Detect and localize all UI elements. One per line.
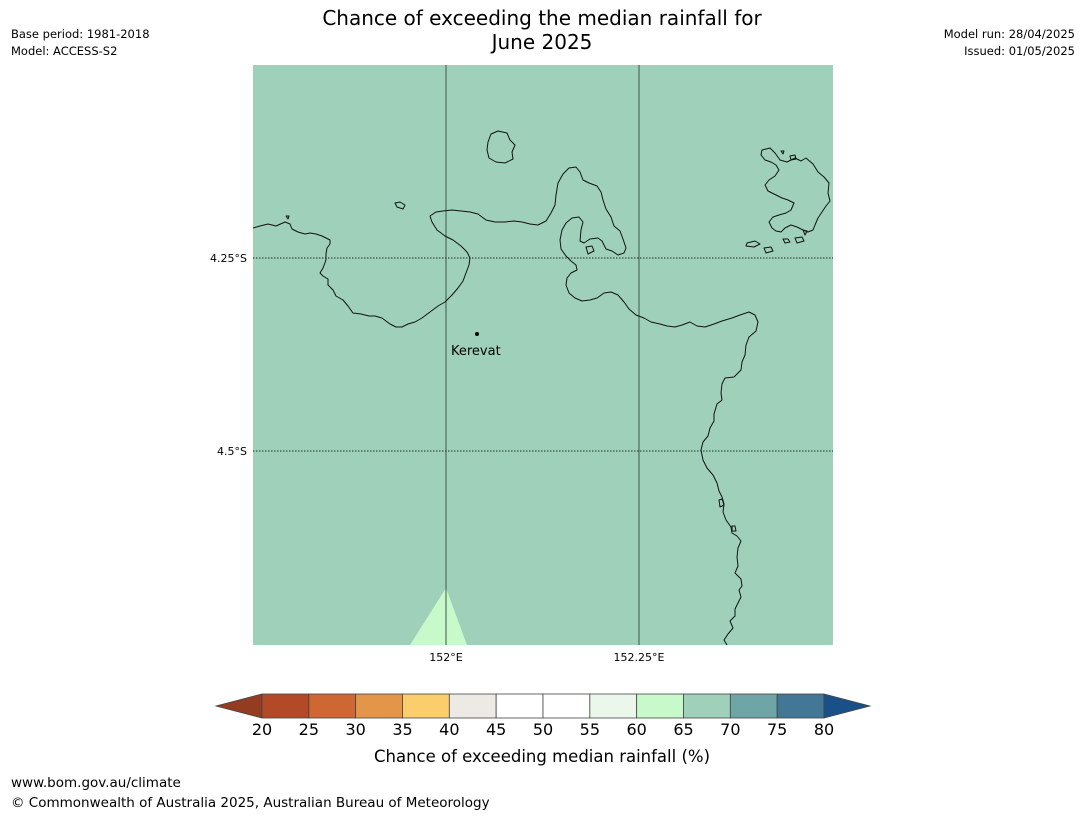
colorbar-segment — [589, 693, 638, 719]
coastline-main — [252, 166, 759, 646]
colorbar-tick-label: 75 — [767, 720, 787, 739]
colorbar-tick-label: 65 — [673, 720, 693, 739]
colorbar-segment — [355, 693, 403, 719]
islet-east-6 — [789, 154, 797, 161]
colorbar-tick-label: 45 — [486, 720, 506, 739]
island-northeast — [760, 147, 831, 233]
lon-label-152-25: 152.25°E — [614, 651, 665, 664]
kerevat-label: Kerevat — [451, 344, 501, 359]
lon-label-152: 152°E — [429, 651, 462, 664]
model-run: Model run: 28/04/2025 — [943, 27, 1075, 41]
colorbar-tick-label: 40 — [439, 720, 459, 739]
colorbar-segment — [261, 693, 310, 719]
meta-right: Model run: 28/04/2025 Issued: 01/05/2025 — [944, 26, 1075, 60]
coastline — [252, 130, 831, 646]
title-line-2: June 2025 — [491, 30, 593, 54]
colorbar-segment — [308, 693, 357, 719]
title-line-1: Chance of exceeding the median rainfall … — [322, 6, 762, 30]
colorbar-tick-label: 55 — [580, 720, 600, 739]
issued-date: Issued: 01/05/2025 — [964, 44, 1075, 58]
colorbar-tick-label: 35 — [392, 720, 412, 739]
islet-east-1 — [745, 240, 761, 248]
kerevat-marker — [475, 332, 479, 336]
colorbar-tick-label: 25 — [299, 720, 319, 739]
islet-east-4 — [794, 236, 805, 244]
island-north — [486, 130, 516, 164]
colorbar-segment — [495, 693, 544, 719]
colorbar-tick-label: 20 — [252, 720, 272, 739]
colorbar-extend-high — [823, 693, 872, 719]
map-background — [253, 65, 833, 645]
colorbar-tick-label: 70 — [720, 720, 740, 739]
colorbar-segment — [448, 693, 497, 719]
lat-label-4-5: 4.5°S — [217, 445, 247, 458]
model-name: Model: ACCESS-S2 — [11, 44, 118, 58]
footer-copyright: © Commonwealth of Australia 2025, Austra… — [11, 795, 490, 811]
colorbar-label: Chance of exceeding median rainfall (%) — [374, 747, 710, 766]
island-small-west — [394, 201, 406, 210]
footer-url: www.bom.gov.au/climate — [11, 775, 181, 791]
islet-east-3 — [782, 238, 791, 244]
colorbar-tick-label: 80 — [814, 720, 834, 739]
colorbar-segment — [636, 693, 684, 719]
lat-label-4-25: 4.25°S — [210, 252, 247, 265]
base-period: Base period: 1981-2018 — [11, 27, 150, 41]
islet-coast-2 — [731, 525, 737, 532]
colorbar-segment — [776, 693, 825, 719]
islet-coast-1 — [718, 498, 725, 508]
islet-west — [285, 215, 290, 220]
colorbar-segment — [542, 693, 591, 719]
islet-inlet — [585, 245, 595, 255]
colorbar-extend-low — [214, 693, 263, 719]
islet-east-2 — [763, 246, 774, 254]
rainfall-60-65-region — [410, 588, 467, 645]
colorbar-tick-label: 30 — [345, 720, 365, 739]
colorbar-tick-label: 60 — [626, 720, 646, 739]
meta-left: Base period: 1981-2018 Model: ACCESS-S2 — [11, 26, 150, 60]
colorbar-segment — [402, 693, 450, 719]
colorbar: 20 25 30 35 40 45 50 55 60 65 70 75 80 — [214, 693, 872, 739]
colorbar-segment — [729, 693, 778, 719]
islet-east-5 — [802, 229, 808, 236]
islet-east-7 — [780, 150, 785, 155]
colorbar-segment — [683, 693, 731, 719]
chart-title: Chance of exceeding the median rainfall … — [242, 6, 842, 54]
colorbar-tick-label: 50 — [533, 720, 553, 739]
